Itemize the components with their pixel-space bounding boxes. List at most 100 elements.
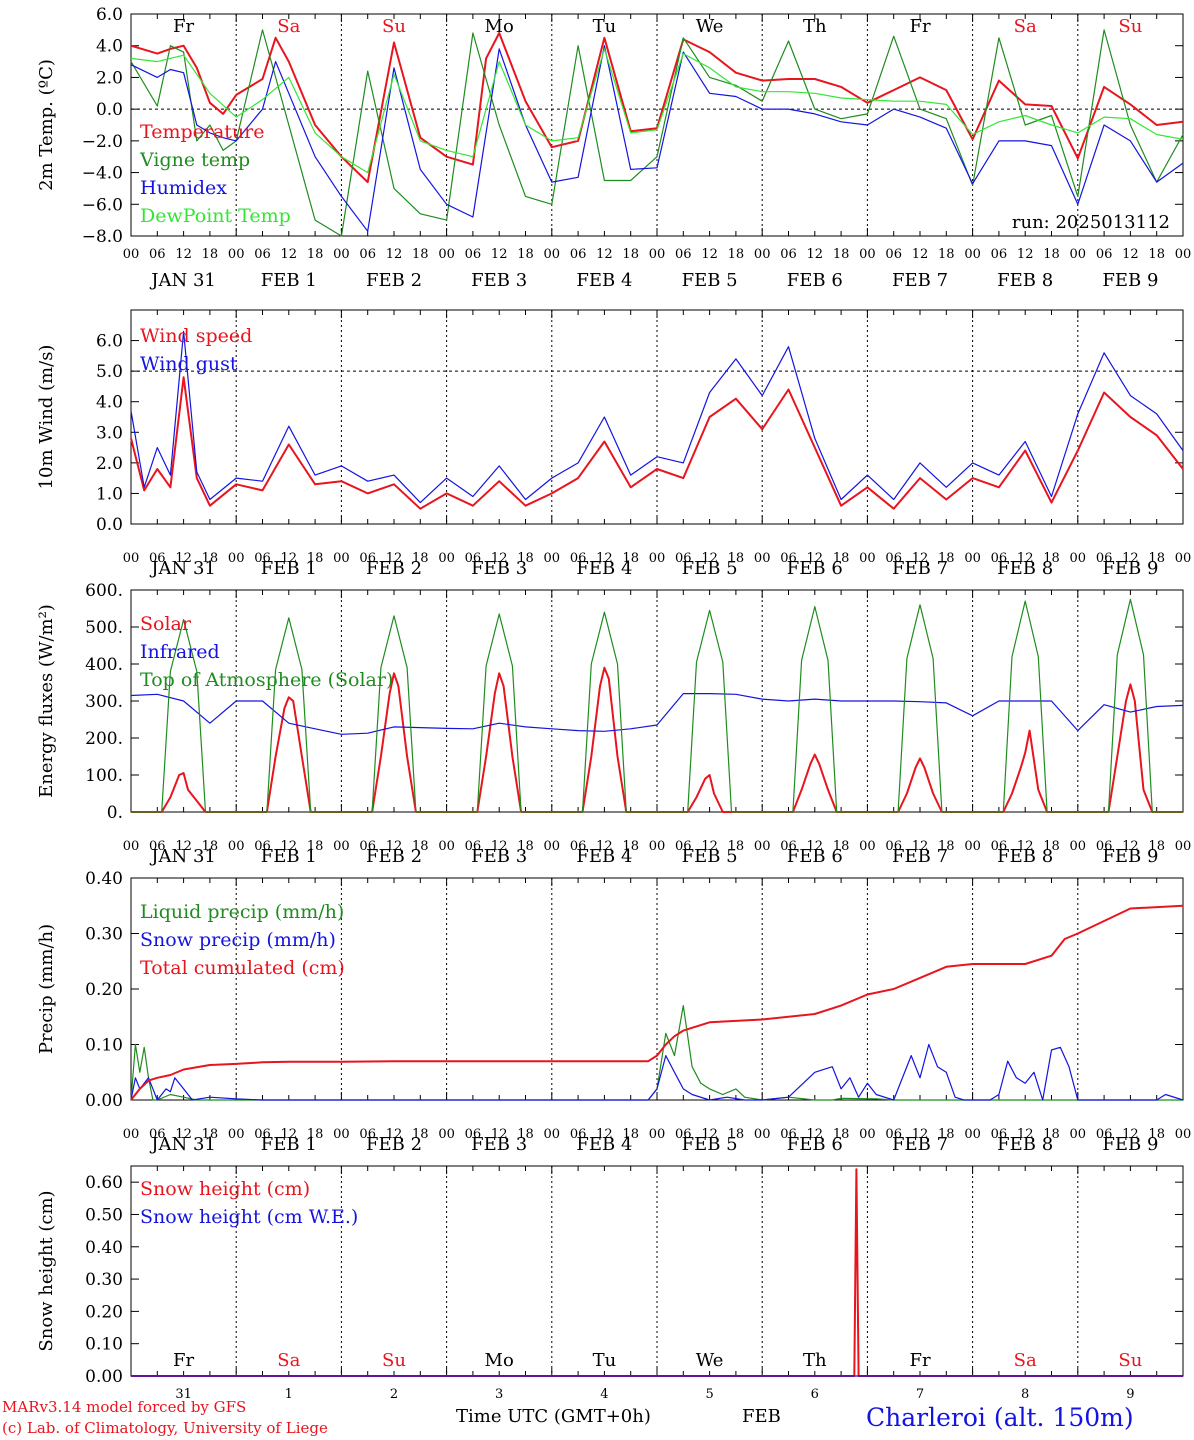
hour-tick-label: 12: [491, 247, 508, 262]
hour-tick-label: 06: [570, 247, 587, 262]
hour-tick-label: 06: [254, 247, 271, 262]
hour-tick-label: 12: [912, 551, 929, 566]
hour-tick-label: 06: [149, 247, 166, 262]
hour-tick-label: 18: [202, 247, 219, 262]
station-label: Charleroi (alt. 150m): [866, 1403, 1134, 1432]
hour-tick-label: 12: [1017, 551, 1034, 566]
hour-tick-label: 06: [465, 1127, 482, 1142]
day-abbr-label: Th: [803, 16, 827, 37]
date-label: FEB 3: [471, 270, 527, 291]
hour-tick-label: 12: [596, 247, 613, 262]
hour-tick-label: 18: [307, 247, 324, 262]
hour-tick-label: 06: [780, 551, 797, 566]
day-number-label: 6: [811, 1387, 819, 1402]
hour-tick-label: 06: [465, 551, 482, 566]
hour-tick-label: 00: [544, 1127, 561, 1142]
y-axis-label: Snow height (cm): [36, 1190, 57, 1351]
hour-tick-label: 12: [596, 1127, 613, 1142]
hour-tick-label: 06: [1096, 247, 1113, 262]
date-label: FEB 3: [471, 1134, 527, 1155]
legend-entry: Humidex: [140, 177, 227, 199]
y-tick-label: 4.0: [96, 37, 123, 57]
day-abbr-label: Su: [1118, 16, 1142, 37]
hour-tick-label: 00: [964, 1127, 981, 1142]
hour-tick-label: 12: [491, 839, 508, 854]
hour-tick-label: 06: [359, 247, 376, 262]
hour-tick-label: 12: [807, 839, 824, 854]
date-label: FEB 2: [366, 1134, 422, 1155]
hour-tick-label: 18: [307, 551, 324, 566]
hour-tick-label: 00: [1070, 551, 1087, 566]
hour-tick-label: 00: [1175, 1127, 1192, 1142]
hour-tick-label: 00: [333, 247, 350, 262]
hour-tick-label: 12: [491, 1127, 508, 1142]
date-label: FEB 8: [997, 1134, 1053, 1155]
series-line: [131, 598, 1183, 813]
date-label: FEB 6: [787, 846, 843, 867]
date-label: FEB 5: [682, 846, 738, 867]
hour-tick-label: 06: [254, 1127, 271, 1142]
hour-tick-label: 12: [175, 551, 192, 566]
hour-tick-label: 12: [491, 551, 508, 566]
legend-entry: Vigne temp: [139, 149, 250, 171]
y-tick-label: 300.: [85, 692, 123, 712]
hour-tick-label: 12: [281, 1127, 298, 1142]
hour-tick-label: 00: [333, 551, 350, 566]
hour-tick-label: 18: [412, 839, 429, 854]
hour-tick-label: 12: [1017, 1127, 1034, 1142]
hour-tick-label: 12: [281, 247, 298, 262]
date-label: FEB 1: [261, 558, 317, 579]
y-tick-label: 3.0: [96, 423, 123, 443]
date-label: FEB 5: [682, 558, 738, 579]
run-label: run: 2025013112: [1012, 212, 1170, 233]
hour-tick-label: 00: [544, 839, 561, 854]
series-line: [130, 904, 1184, 1101]
hour-tick-label: 18: [202, 1127, 219, 1142]
hour-tick-label: 18: [412, 551, 429, 566]
hour-tick-label: 06: [254, 551, 271, 566]
hour-tick-label: 00: [333, 1127, 350, 1142]
hour-tick-label: 00: [544, 551, 561, 566]
hour-tick-label: 18: [622, 247, 639, 262]
hour-tick-label: 18: [833, 839, 850, 854]
day-number-label: 2: [390, 1387, 398, 1402]
hour-tick-label: 06: [1096, 839, 1113, 854]
hour-tick-label: 18: [833, 247, 850, 262]
y-axis-label: 10m Wind (m/s): [36, 345, 57, 490]
date-label: FEB 9: [1102, 1134, 1158, 1155]
date-label: FEB 8: [997, 558, 1053, 579]
hour-tick-label: 18: [622, 839, 639, 854]
date-label: FEB 7: [892, 1134, 948, 1155]
date-label: FEB 1: [261, 846, 317, 867]
hour-tick-label: 18: [1148, 839, 1165, 854]
hour-tick-label: 00: [228, 551, 245, 566]
hour-tick-label: 12: [386, 839, 403, 854]
day-number-label: 7: [916, 1387, 924, 1402]
day-abbr-label: Sa: [1014, 1350, 1037, 1371]
hour-tick-label: 00: [649, 839, 666, 854]
hour-tick-label: 18: [622, 551, 639, 566]
date-label: FEB 4: [576, 1134, 632, 1155]
date-label: JAN 31: [149, 1134, 216, 1155]
day-abbr-label: Sa: [1014, 16, 1037, 37]
y-tick-label: 0.10: [85, 1036, 123, 1056]
y-tick-label: 0.20: [85, 980, 123, 1000]
legend-entry: Wind speed: [140, 325, 252, 347]
y-tick-label: 400.: [85, 655, 123, 675]
hour-tick-label: 00: [544, 247, 561, 262]
hour-tick-label: 12: [701, 247, 718, 262]
date-label: JAN 31: [149, 558, 216, 579]
hour-tick-label: 00: [754, 247, 771, 262]
hour-tick-label: 06: [359, 551, 376, 566]
legend-entry: DewPoint Temp: [140, 205, 291, 227]
date-label: FEB 6: [787, 558, 843, 579]
hour-tick-label: 00: [333, 839, 350, 854]
hour-tick-label: 06: [149, 1127, 166, 1142]
date-label: FEB 1: [261, 1134, 317, 1155]
hour-tick-label: 00: [859, 247, 876, 262]
hour-tick-label: 12: [807, 551, 824, 566]
hour-tick-label: 00: [1175, 247, 1192, 262]
hour-tick-label: 06: [991, 551, 1008, 566]
day-abbr-label: We: [696, 1350, 724, 1371]
legend-entry: Temperature: [140, 121, 264, 143]
